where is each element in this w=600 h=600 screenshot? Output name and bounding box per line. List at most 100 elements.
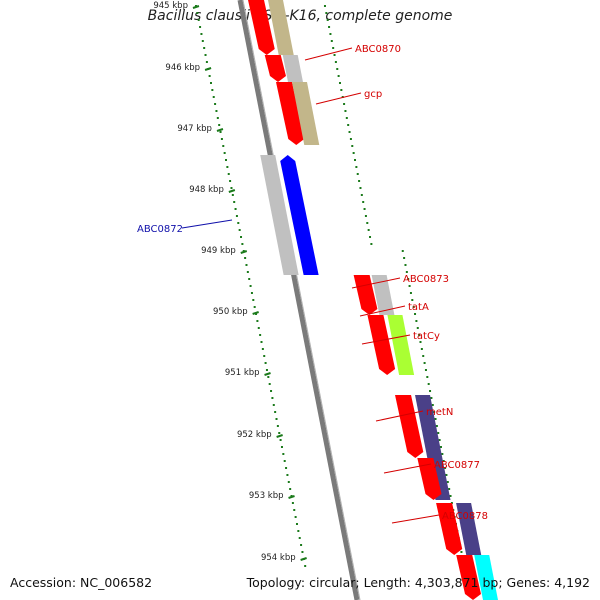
scale-dot-right bbox=[360, 194, 363, 196]
scale-dot-left bbox=[230, 187, 233, 189]
scale-dot-right bbox=[442, 460, 445, 462]
gene-leader-line bbox=[304, 47, 353, 61]
gene-label-metn: metN bbox=[426, 407, 453, 418]
scale-dot-left bbox=[223, 152, 226, 154]
scale-dot-left bbox=[286, 474, 289, 476]
scale-tick bbox=[228, 189, 236, 193]
scale-dot-left bbox=[244, 257, 247, 259]
scale-dot-right bbox=[355, 166, 358, 168]
scale-dot-right bbox=[407, 278, 410, 280]
cds-abc0870-b bbox=[264, 55, 286, 82]
scale-dot-left bbox=[259, 334, 262, 336]
scale-dot-left bbox=[212, 96, 215, 98]
scale-dot-right bbox=[419, 341, 422, 343]
scale-dot-right bbox=[404, 264, 407, 266]
scale-dot-right bbox=[434, 418, 437, 420]
scale-dot-right bbox=[430, 397, 433, 399]
scale-dot-left bbox=[275, 418, 278, 420]
scale-dot-left bbox=[257, 327, 260, 329]
reverse-cds-abc0872 bbox=[280, 155, 319, 275]
genome-metadata: Topology: circular; Length: 4,303,871 bp… bbox=[246, 575, 590, 590]
scale-dot-right bbox=[446, 481, 449, 483]
scale-dot-left bbox=[204, 54, 207, 56]
scale-dot-right bbox=[437, 432, 440, 434]
scale-dot-right bbox=[345, 117, 348, 119]
track-purple-metN bbox=[415, 395, 451, 500]
scale-dot-right bbox=[433, 411, 436, 413]
scale-dot-left bbox=[209, 82, 212, 84]
scale-dot-left bbox=[214, 103, 217, 105]
reverse-gray-track bbox=[260, 155, 299, 275]
scale-dot-right bbox=[349, 138, 352, 140]
scale-dot-right bbox=[367, 229, 370, 231]
scale-dot-right bbox=[366, 222, 369, 224]
scale-dot-right bbox=[414, 313, 417, 315]
scale-dot-right bbox=[405, 271, 408, 273]
scale-dot-left bbox=[252, 299, 255, 301]
scale-dot-right bbox=[325, 12, 328, 14]
scale-dot-left bbox=[229, 180, 232, 182]
scale-dot-left bbox=[248, 278, 251, 280]
scale-dot-left bbox=[225, 159, 228, 161]
scale-dot-left bbox=[220, 138, 223, 140]
scale-dot-left bbox=[301, 551, 304, 553]
scale-label: 949 kbp bbox=[201, 246, 236, 256]
scale-dot-right bbox=[412, 306, 415, 308]
scale-dot-right bbox=[343, 103, 346, 105]
scale-tick bbox=[192, 5, 200, 9]
scale-tick bbox=[240, 250, 248, 254]
scale-dot-right bbox=[363, 208, 366, 210]
scale-dot-left bbox=[197, 19, 200, 21]
scale-dot-left bbox=[294, 516, 297, 518]
scale-dot-right bbox=[444, 467, 447, 469]
scale-dot-left bbox=[235, 215, 238, 217]
scale-dot-right bbox=[448, 488, 451, 490]
scale-dot-left bbox=[231, 194, 234, 196]
gene-leader-line bbox=[359, 305, 406, 317]
scale-dot-left bbox=[241, 243, 244, 245]
cds-abc0877 bbox=[417, 458, 442, 500]
scale-dot-right bbox=[423, 362, 426, 364]
scale-dot-right bbox=[332, 47, 335, 49]
gene-label-abc0872: ABC0872 bbox=[137, 224, 183, 235]
scale-dot-right bbox=[326, 19, 329, 21]
accession-text: Accession: NC_006582 bbox=[10, 575, 153, 590]
scale-dot-right bbox=[409, 292, 412, 294]
scale-dot-left bbox=[234, 208, 237, 210]
scale-dot-left bbox=[226, 166, 229, 168]
scale-dot-right bbox=[438, 439, 441, 441]
gene-leader-line bbox=[315, 92, 362, 105]
cds-bottom bbox=[456, 555, 481, 600]
scale-label: 948 kbp bbox=[189, 185, 224, 195]
gene-leader-line bbox=[375, 410, 424, 422]
scale-dot-right bbox=[347, 124, 350, 126]
scale-dot-left bbox=[304, 565, 307, 567]
cds-abc0870-a bbox=[248, 0, 275, 55]
scale-dot-left bbox=[293, 509, 296, 511]
scale-tick bbox=[300, 557, 307, 561]
gene-label-tatcy: tatCy bbox=[413, 331, 440, 342]
scale-dot-right bbox=[370, 243, 373, 245]
scale-dot-left bbox=[200, 33, 203, 35]
scale-dot-right bbox=[337, 75, 340, 77]
scale-dot-right bbox=[338, 82, 341, 84]
cds-metN bbox=[395, 395, 424, 458]
scale-dot-left bbox=[300, 544, 303, 546]
scale-dot-right bbox=[364, 215, 367, 217]
scale-label: 946 kbp bbox=[165, 63, 200, 73]
scale-dot-right bbox=[415, 320, 418, 322]
scale-dot-right bbox=[323, 5, 326, 7]
scale-dot-right bbox=[351, 145, 354, 147]
gene-leader-line bbox=[361, 334, 411, 345]
scale-dot-right bbox=[435, 425, 438, 427]
scale-dot-left bbox=[203, 47, 206, 49]
scale-dot-left bbox=[261, 348, 264, 350]
scale-dot-right bbox=[439, 446, 442, 448]
track-gray-top bbox=[282, 55, 303, 82]
scale-dot-left bbox=[253, 306, 256, 308]
scale-dot-right bbox=[354, 159, 357, 161]
scale-dot-left bbox=[271, 397, 274, 399]
scale-dot-left bbox=[201, 40, 204, 42]
scale-dot-left bbox=[246, 271, 249, 273]
